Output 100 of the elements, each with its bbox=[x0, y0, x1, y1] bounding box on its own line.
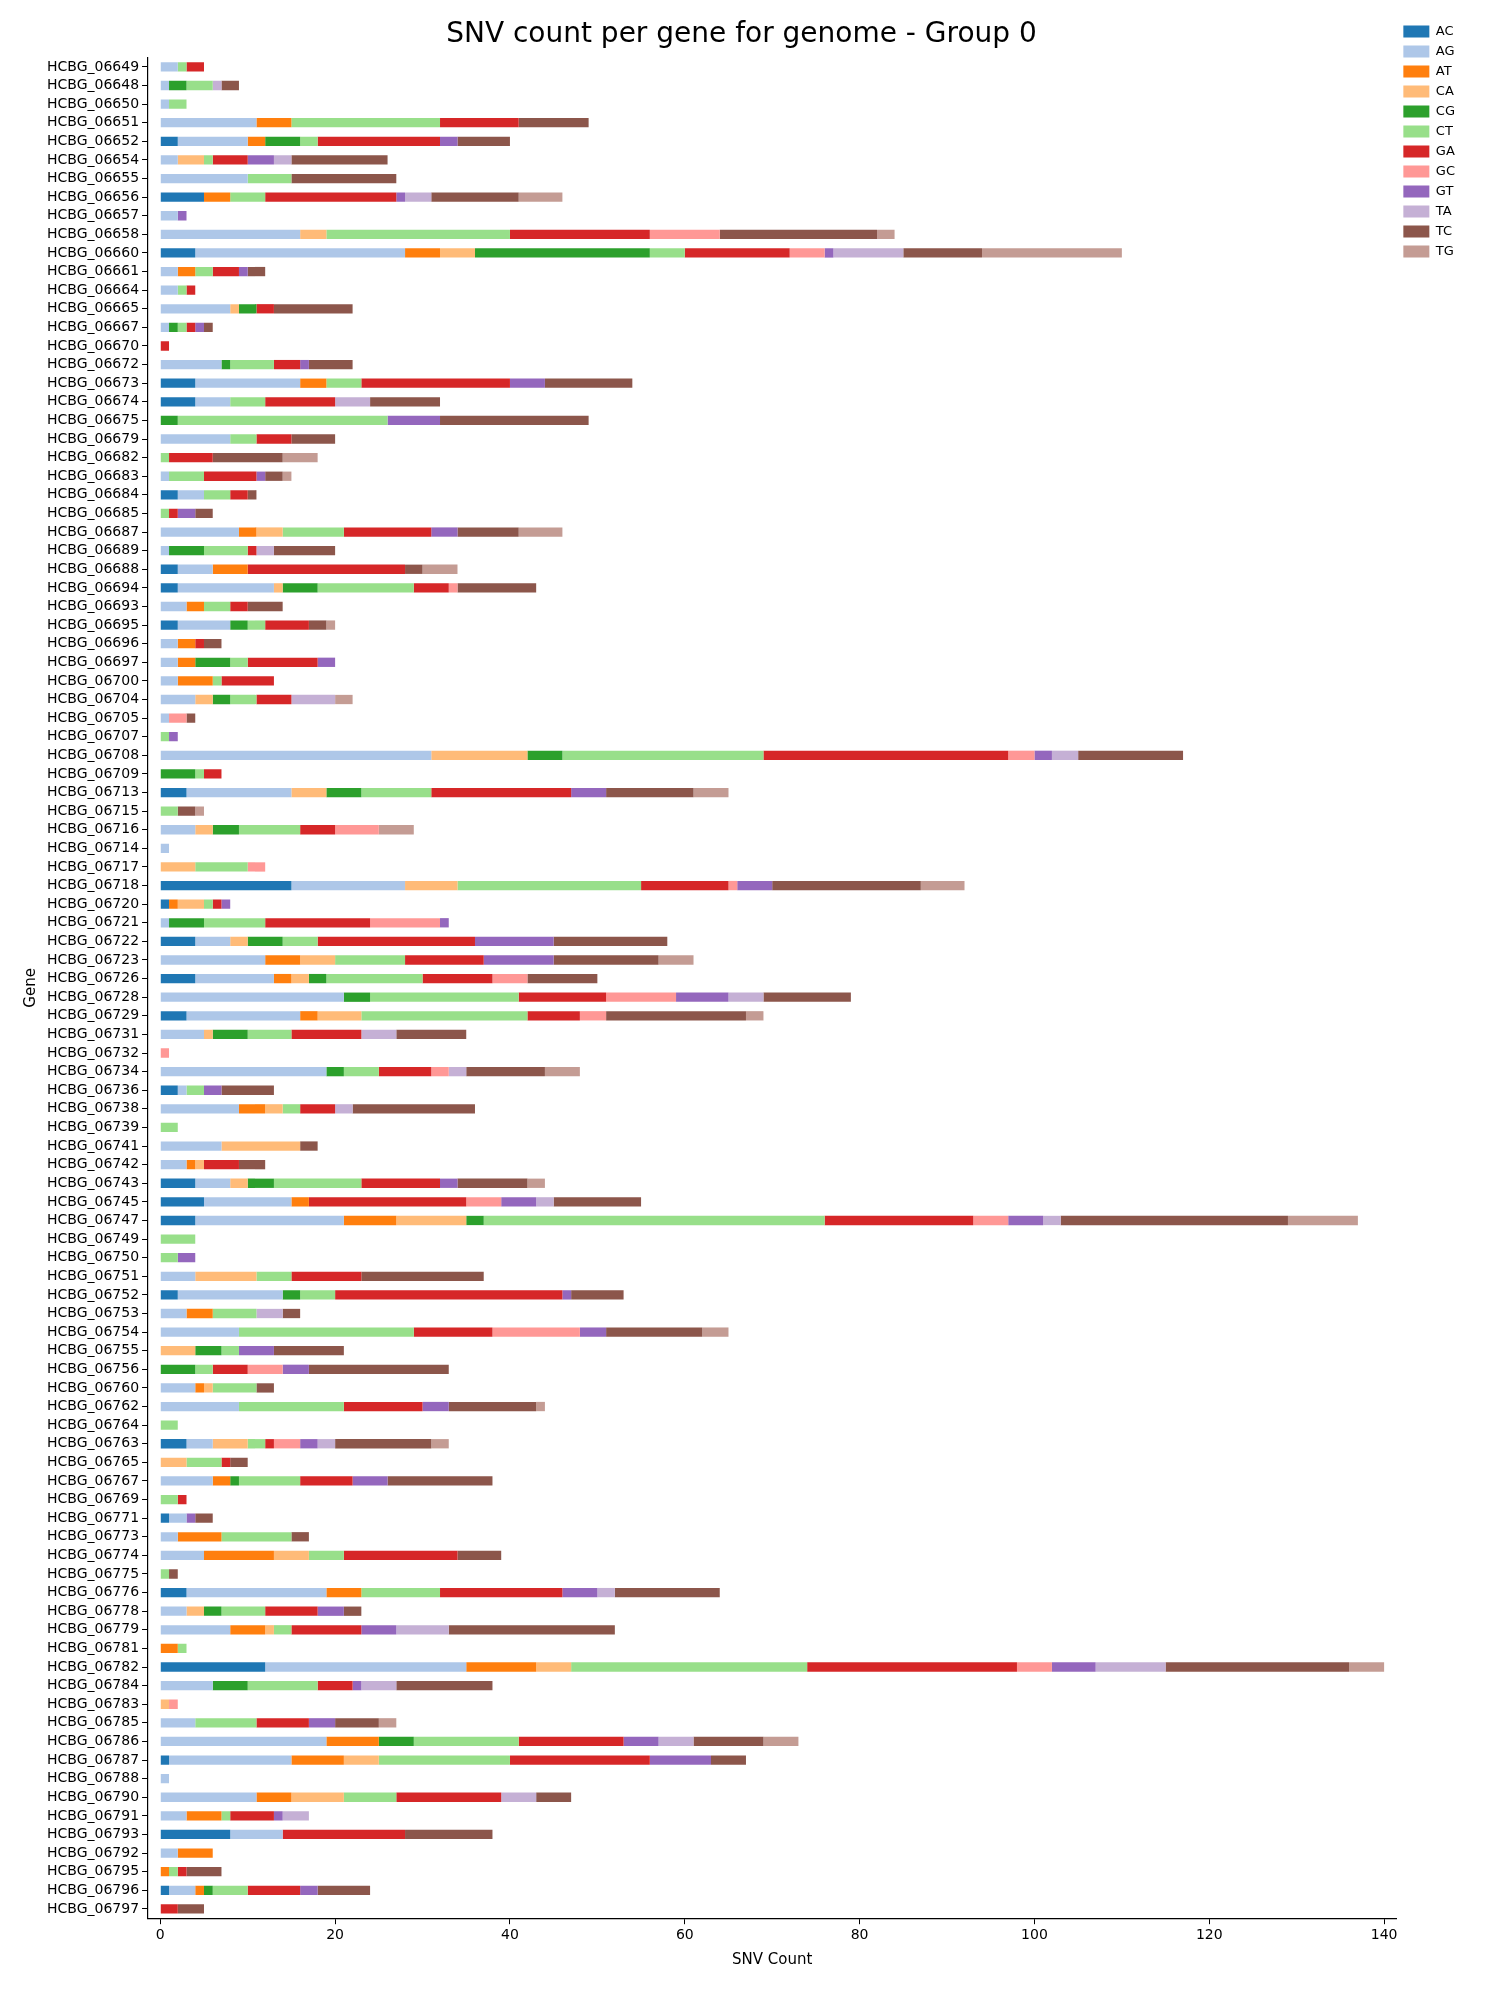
bar bbox=[1078, 750, 1184, 760]
bar bbox=[195, 378, 301, 388]
bar bbox=[273, 583, 283, 593]
bar bbox=[160, 1420, 178, 1430]
bar bbox=[160, 341, 170, 351]
bar bbox=[221, 1346, 239, 1356]
bar bbox=[160, 750, 432, 760]
bar bbox=[448, 1066, 467, 1077]
bar bbox=[177, 62, 187, 72]
bar bbox=[195, 862, 248, 872]
bar bbox=[273, 1439, 301, 1449]
bar bbox=[343, 1792, 397, 1802]
bar bbox=[230, 1625, 266, 1635]
bar bbox=[160, 490, 178, 500]
bar bbox=[160, 1327, 239, 1337]
bar bbox=[273, 973, 292, 984]
bar bbox=[527, 973, 598, 984]
bar bbox=[265, 192, 397, 202]
bar bbox=[308, 1197, 467, 1207]
bar bbox=[273, 304, 353, 314]
bar bbox=[509, 1755, 650, 1765]
bar bbox=[195, 806, 204, 816]
bar bbox=[265, 918, 371, 928]
bar bbox=[343, 1401, 423, 1412]
bar bbox=[160, 1755, 170, 1765]
y-tick-label: HCBG_06743 bbox=[47, 1173, 140, 1190]
bar bbox=[282, 527, 344, 537]
bar bbox=[291, 1271, 362, 1281]
legend-label: TA bbox=[1434, 202, 1452, 218]
bar bbox=[317, 1680, 353, 1691]
bar bbox=[195, 322, 204, 333]
bar bbox=[247, 620, 266, 630]
y-tick-label: HCBG_06694 bbox=[47, 578, 140, 595]
y-tick-label: HCBG_06707 bbox=[47, 727, 140, 744]
y-tick-label: HCBG_06679 bbox=[47, 429, 140, 446]
bar bbox=[160, 1699, 170, 1709]
bar bbox=[160, 173, 248, 184]
bar bbox=[300, 825, 336, 835]
bar bbox=[160, 1513, 170, 1523]
bar bbox=[536, 1662, 572, 1672]
bar bbox=[326, 1066, 344, 1077]
bar bbox=[230, 490, 248, 500]
y-tick-label: HCBG_06728 bbox=[47, 987, 140, 1004]
y-tick-label: HCBG_06764 bbox=[47, 1415, 140, 1432]
bar bbox=[160, 657, 178, 667]
y-tick-label: HCBG_06776 bbox=[47, 1583, 140, 1600]
bar bbox=[256, 1271, 292, 1281]
bar bbox=[160, 1811, 187, 1821]
bar bbox=[457, 583, 537, 593]
bar bbox=[457, 1178, 528, 1188]
bar bbox=[466, 1215, 484, 1226]
bar bbox=[160, 80, 170, 91]
y-tick-label: HCBG_06751 bbox=[47, 1266, 140, 1283]
bar bbox=[177, 639, 196, 649]
bar bbox=[370, 397, 441, 407]
bar bbox=[177, 564, 213, 574]
bar bbox=[282, 1829, 406, 1840]
bar bbox=[203, 1383, 213, 1393]
bar bbox=[160, 1550, 204, 1561]
bar bbox=[247, 1364, 283, 1374]
bar bbox=[195, 1346, 222, 1356]
bar bbox=[212, 155, 248, 165]
y-tick-label: HCBG_06732 bbox=[47, 1043, 140, 1060]
bar bbox=[553, 955, 659, 965]
bar bbox=[361, 1011, 528, 1021]
bar bbox=[160, 936, 196, 947]
y-tick-label: HCBG_06654 bbox=[47, 150, 140, 167]
bar bbox=[177, 1904, 204, 1914]
bar bbox=[160, 973, 196, 984]
bar bbox=[160, 1494, 178, 1505]
bar bbox=[195, 1271, 257, 1281]
y-tick-label: HCBG_06649 bbox=[47, 57, 140, 74]
bar bbox=[221, 1606, 266, 1616]
bar bbox=[230, 936, 248, 947]
bar bbox=[265, 136, 301, 146]
bar bbox=[466, 1662, 537, 1672]
bar bbox=[833, 248, 904, 258]
bar bbox=[247, 1178, 274, 1188]
bar bbox=[221, 1811, 231, 1821]
bar bbox=[291, 118, 441, 128]
bar bbox=[396, 1029, 467, 1040]
bar bbox=[230, 694, 257, 705]
bar bbox=[160, 1867, 170, 1877]
bar bbox=[195, 397, 231, 407]
bar bbox=[203, 322, 213, 333]
bar bbox=[772, 880, 921, 891]
bar bbox=[509, 378, 545, 388]
y-tick-label: HCBG_06648 bbox=[47, 76, 140, 93]
bar bbox=[177, 322, 187, 333]
bar bbox=[160, 62, 178, 72]
bar bbox=[466, 1197, 502, 1207]
legend-label: CA bbox=[1435, 82, 1454, 98]
y-tick-label: HCBG_06767 bbox=[47, 1471, 140, 1488]
bar bbox=[326, 1587, 362, 1598]
y-tick-label: HCBG_06731 bbox=[47, 1025, 140, 1042]
bar bbox=[553, 936, 668, 947]
bar bbox=[308, 359, 353, 370]
bar bbox=[440, 118, 519, 128]
bar bbox=[212, 1439, 248, 1449]
bar bbox=[763, 750, 1009, 760]
